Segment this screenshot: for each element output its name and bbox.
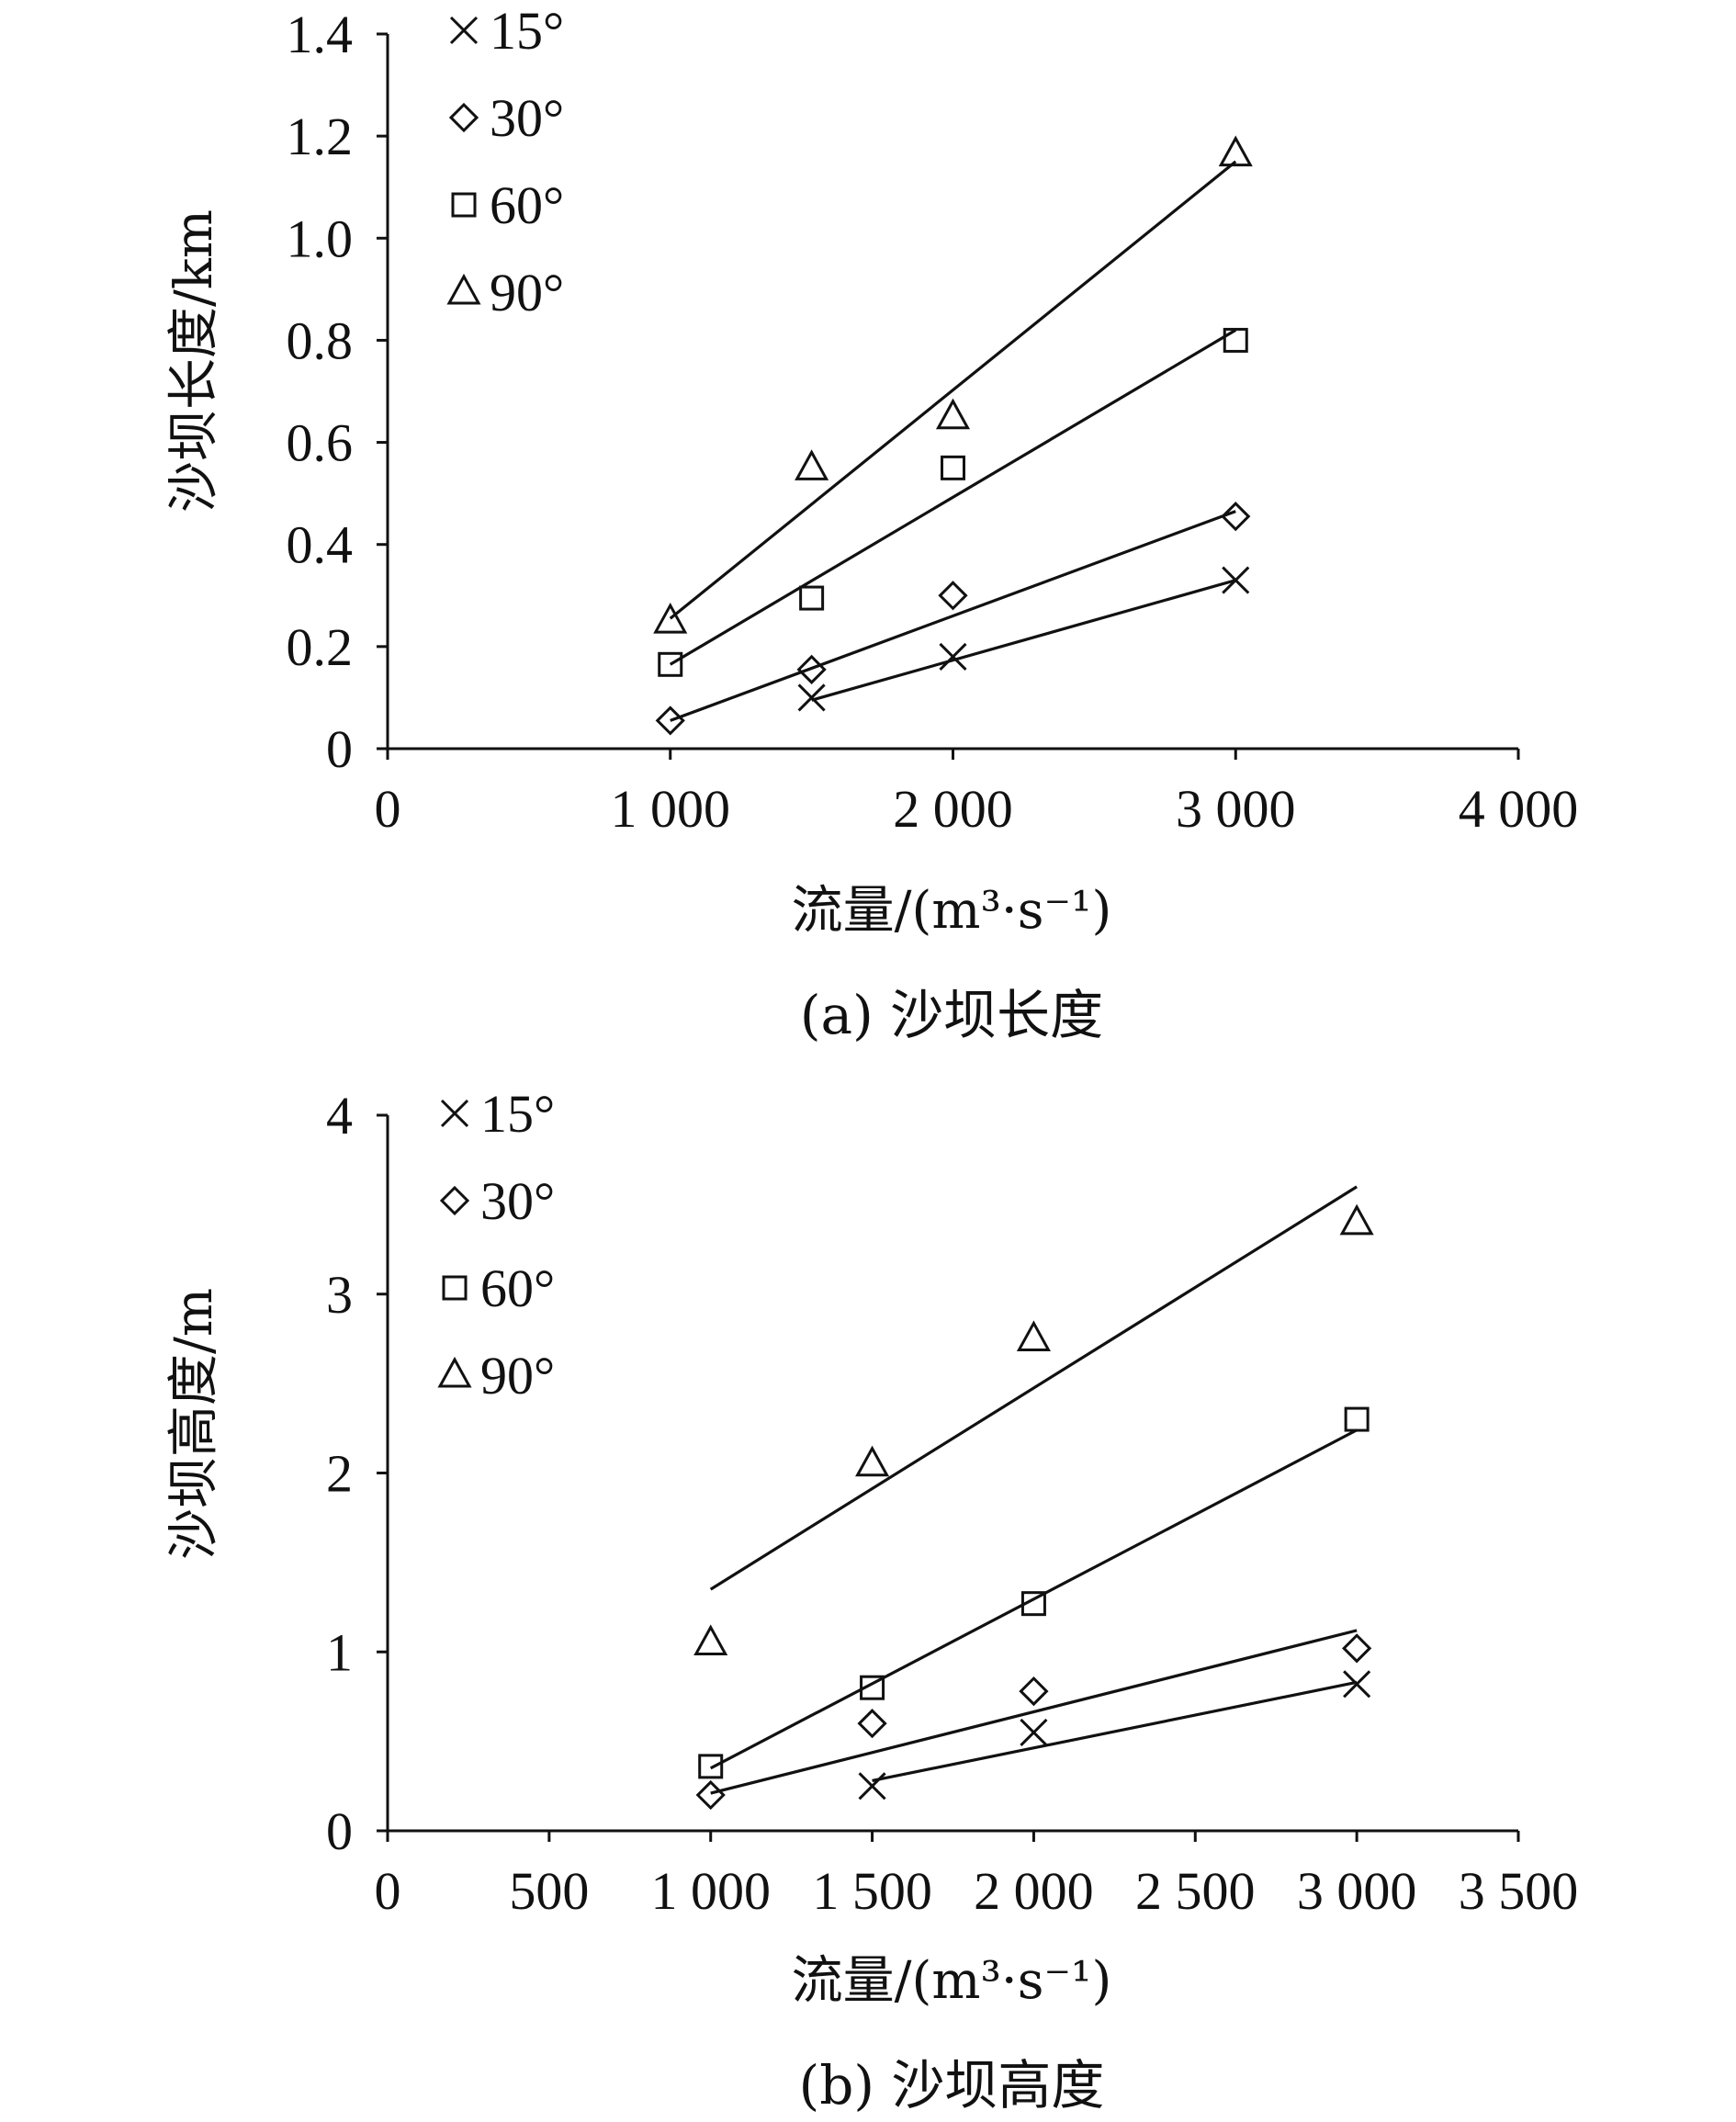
legend-label: 90° (480, 1346, 555, 1405)
marker-square (698, 1754, 724, 1779)
trend-line (811, 579, 1236, 702)
trend-line (710, 1629, 1358, 1795)
x-tick-label: 2 500 (1135, 1861, 1256, 1921)
marker-cross (858, 1772, 886, 1800)
trend-line (670, 510, 1236, 722)
marker-triangle (437, 1356, 472, 1388)
legend-label: 60° (490, 175, 564, 235)
x-tick-label: 4 000 (1459, 779, 1579, 839)
marker-cross (440, 1099, 469, 1128)
x-tick-label: 2 000 (974, 1861, 1094, 1921)
marker-triangle (693, 1624, 728, 1656)
trend-line (709, 1185, 1358, 1591)
y-tick-label: 1.4 (287, 5, 354, 64)
marker-square (451, 192, 477, 218)
marker-diamond (695, 1779, 726, 1811)
marker-diamond (857, 1709, 887, 1739)
x-tick-label: 500 (509, 1861, 589, 1921)
trend-line (669, 160, 1237, 620)
marker-cross (449, 16, 479, 45)
y-tick-label: 1.2 (287, 107, 354, 166)
y-tick-label: 1.0 (287, 209, 354, 268)
marker-diamond (796, 654, 827, 684)
marker-cross (939, 642, 967, 672)
y-tick-label: 0 (326, 1801, 353, 1861)
marker-diamond (1342, 1633, 1372, 1664)
chart-panel-b: 沙坝高度/m 流量/(m³·s⁻¹) (b) 沙坝高度 0 500 1 000 1 5… (164, 1084, 1578, 2116)
y-tick-label: 0.4 (287, 515, 354, 575)
legend-label: 30° (490, 88, 564, 148)
marker-diamond (1019, 1676, 1049, 1707)
caption: (a) 沙坝长度 (800, 984, 1103, 1046)
y-tick-label: 0.2 (287, 617, 354, 677)
y-tick-label: 2 (326, 1444, 353, 1504)
x-tick-label: 1 000 (650, 1861, 771, 1921)
marker-diamond (448, 102, 479, 133)
marker-triangle (935, 398, 971, 430)
y-tick-label: 1 (326, 1622, 353, 1682)
marker-triangle (1339, 1203, 1374, 1236)
marker-diamond (938, 581, 968, 611)
marker-square (658, 651, 683, 677)
marker-triangle (1016, 1320, 1051, 1351)
legend-label: 60° (480, 1259, 555, 1318)
marker-triangle (795, 449, 829, 480)
caption: (b) 沙坝高度 (799, 2054, 1105, 2116)
marker-triangle (446, 273, 481, 305)
marker-cross (1222, 566, 1250, 594)
legend-label: 30° (480, 1171, 555, 1231)
marker-diamond (655, 705, 685, 736)
marker-diamond (1221, 502, 1251, 532)
marker-square (1020, 1591, 1046, 1617)
marker-cross (1020, 1718, 1048, 1746)
x-axis-label: 流量/(m³·s⁻¹) (792, 1951, 1112, 2011)
y-tick-label: 0.6 (287, 413, 354, 473)
x-tick-label: 2 000 (893, 779, 1013, 839)
marker-square (1344, 1406, 1370, 1432)
y-tick-label: 4 (326, 1086, 353, 1146)
y-axis-label: 沙坝高度/m (164, 1288, 224, 1560)
marker-cross (1343, 1670, 1371, 1699)
legend-label: 90° (490, 263, 564, 322)
y-axis-label: 沙坝长度/km (164, 209, 224, 513)
legend-label: 15° (480, 1084, 555, 1144)
marker-triangle (855, 1445, 890, 1477)
trend-line (872, 1680, 1358, 1783)
marker-cross (797, 683, 826, 712)
y-tick-label: 0 (326, 719, 353, 779)
x-tick-label: 1 500 (812, 1861, 932, 1921)
marker-square (799, 585, 825, 611)
x-tick-label: 1 000 (611, 779, 731, 839)
marker-square (941, 455, 965, 480)
marker-square (860, 1675, 885, 1700)
marker-triangle (1218, 135, 1253, 167)
x-tick-label: 0 (375, 779, 401, 839)
marker-square (1223, 327, 1248, 353)
trend-line (709, 1428, 1358, 1770)
marker-diamond (439, 1185, 470, 1216)
chart-panel-a: 沙坝长度/km 流量/(m³·s⁻¹) (a) 沙坝长度 0 1 000 2 000… (164, 1, 1578, 1046)
legend-label: 15° (490, 1, 564, 61)
x-tick-label: 3 000 (1176, 779, 1296, 839)
marker-triangle (653, 602, 688, 634)
x-axis-label: 流量/(m³·s⁻¹) (792, 881, 1112, 941)
marker-square (442, 1275, 468, 1301)
x-tick-label: 3 000 (1297, 1861, 1417, 1921)
y-tick-label: 3 (326, 1265, 353, 1325)
y-tick-label: 0.8 (287, 310, 354, 370)
x-tick-label: 0 (375, 1861, 401, 1921)
trend-line (669, 328, 1237, 666)
x-tick-label: 3 500 (1459, 1861, 1579, 1921)
